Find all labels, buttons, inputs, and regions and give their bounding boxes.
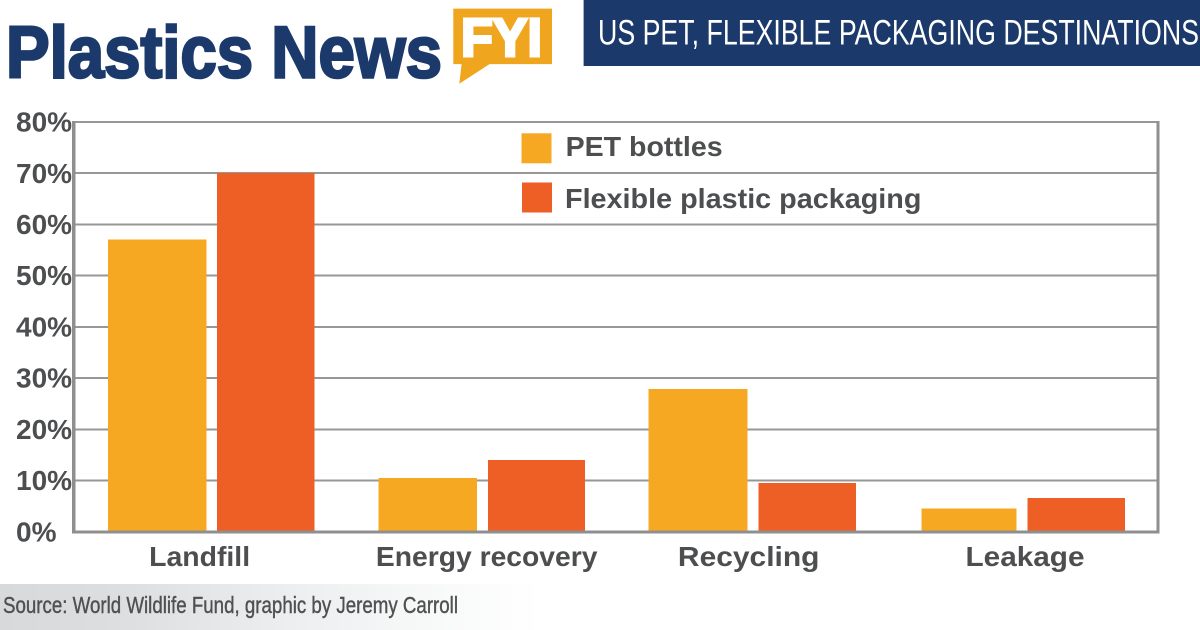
svg-text:PET bottles: PET bottles: [566, 131, 723, 162]
svg-text:Energy recovery: Energy recovery: [376, 541, 598, 572]
svg-text:Leakage: Leakage: [966, 541, 1085, 572]
svg-text:US PET, FLEXIBLE PACKAGING DES: US PET, FLEXIBLE PACKAGING DESTINATIONS: [598, 13, 1199, 52]
svg-text:0%: 0%: [16, 516, 57, 547]
svg-text:FYI: FYI: [461, 8, 542, 68]
svg-text:30%: 30%: [16, 363, 72, 394]
svg-text:40%: 40%: [16, 311, 72, 342]
svg-text:Source: World Wildlife Fund, g: Source: World Wildlife Fund, graphic by …: [3, 592, 458, 618]
svg-text:20%: 20%: [16, 414, 72, 445]
svg-text:50%: 50%: [16, 260, 72, 291]
svg-text:Landfill: Landfill: [149, 541, 250, 572]
svg-text:70%: 70%: [16, 158, 72, 189]
svg-text:60%: 60%: [16, 209, 72, 240]
svg-text:Recycling: Recycling: [678, 541, 820, 572]
svg-text:10%: 10%: [16, 465, 72, 496]
svg-text:80%: 80%: [16, 107, 72, 138]
svg-text:Plastics News: Plastics News: [6, 13, 442, 94]
svg-text:Flexible plastic packaging: Flexible plastic packaging: [565, 183, 921, 214]
